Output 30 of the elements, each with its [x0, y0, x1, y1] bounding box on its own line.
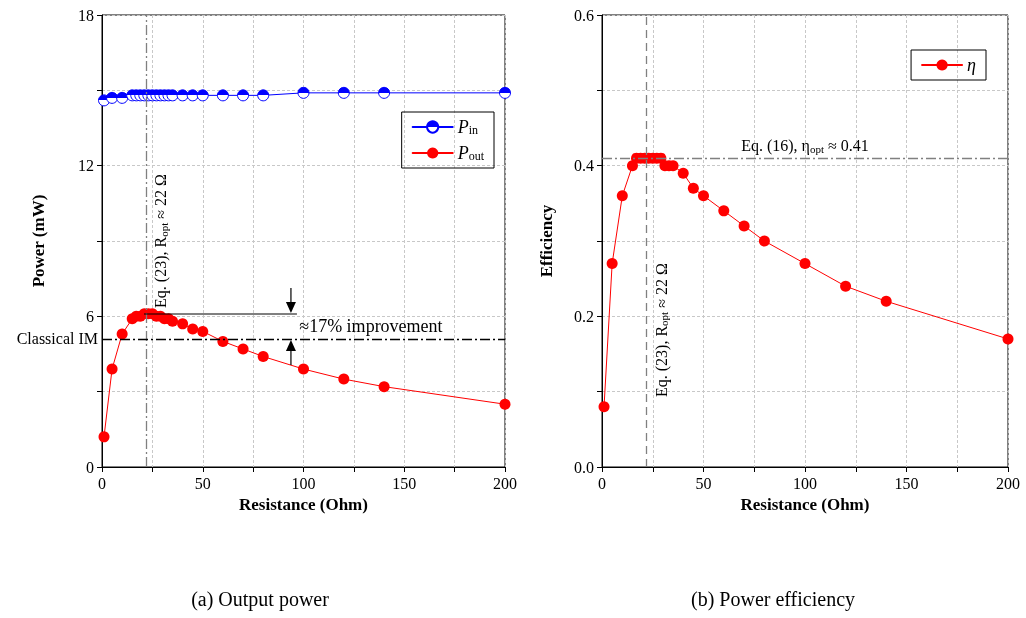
- y-tick-label: 0.4: [574, 157, 594, 175]
- ref-line-label: Eq. (16), ηopt ≈ 0.41: [741, 137, 869, 156]
- y-tick-label: 0.6: [574, 6, 594, 24]
- x-tick-label: 0: [98, 474, 106, 492]
- x-tick-label: 100: [793, 474, 817, 492]
- y-tick-label: 18: [78, 6, 94, 24]
- y-tick-label: 0.2: [574, 307, 594, 325]
- x-tick-label: 0: [598, 474, 606, 492]
- legend-label: Pin: [456, 117, 479, 137]
- y-tick-label: 12: [78, 157, 94, 175]
- ref-line-label: Classical IM: [16, 330, 98, 348]
- x-axis-title: Resistance (Ohm): [740, 494, 870, 514]
- text: (b) Power efficiency: [690, 588, 856, 611]
- x-tick-label: 100: [291, 474, 316, 492]
- y-tick-label: 0: [86, 458, 94, 476]
- legend-label: η: [967, 55, 977, 75]
- x-tick-label: 150: [894, 474, 919, 492]
- x-tick-label: 150: [392, 474, 417, 492]
- y-tick-label: 0.0: [574, 458, 594, 476]
- y-axis-title: Efficiency: [537, 204, 556, 278]
- text: (a) Output power: [191, 588, 330, 611]
- x-tick-label: 200: [996, 474, 1020, 492]
- y-axis-title: Power (mW): [29, 194, 48, 288]
- x-axis-title: Resistance (Ohm): [239, 494, 368, 514]
- legend-label: Pout: [456, 143, 485, 163]
- annotation: ≈17% improvement: [299, 316, 443, 338]
- y-tick-label: 6: [86, 307, 94, 325]
- x-tick-label: 50: [194, 474, 211, 492]
- x-tick-label: 200: [493, 474, 517, 492]
- x-tick-label: 50: [695, 474, 712, 492]
